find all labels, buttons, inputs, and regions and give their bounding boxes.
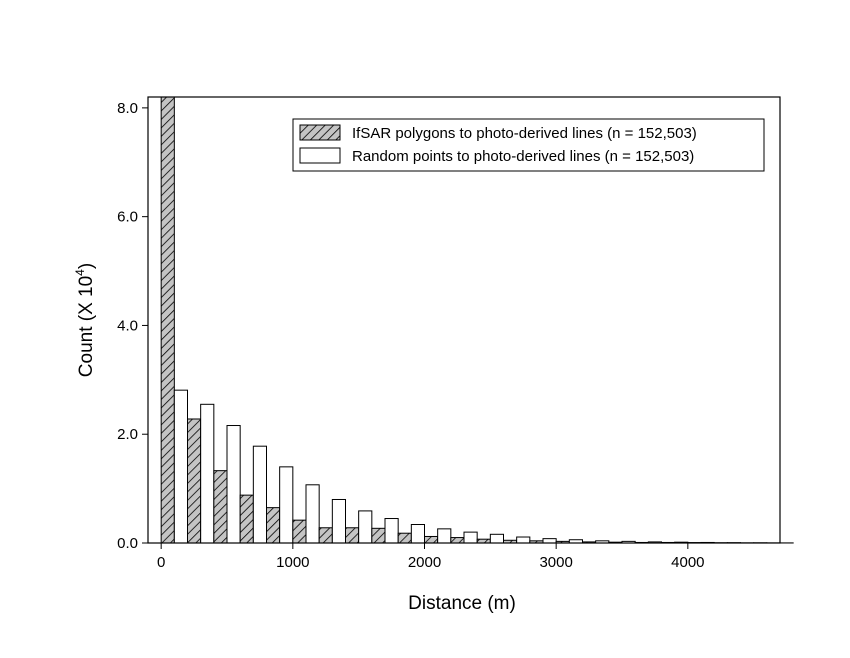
bar-ifsar [450, 537, 465, 544]
bar-random [200, 403, 215, 544]
bar-ifsar [345, 527, 360, 544]
y-tick-label: 2.0 [117, 426, 138, 443]
bar-random [226, 425, 241, 544]
bar-random [384, 518, 399, 544]
bars-group [160, 96, 794, 544]
bar-ifsar [292, 519, 307, 544]
y-axis-label-end: ) [76, 263, 97, 269]
bar-ifsar [318, 527, 333, 544]
bar-ifsar [397, 532, 412, 544]
bar-ifsar [424, 535, 439, 544]
bar-random [516, 536, 531, 544]
bar-ifsar [371, 527, 386, 544]
bar-random [305, 484, 320, 544]
bar-random [331, 498, 347, 544]
legend-label-ifsar: IfSAR polygons to photo-derived lines (n… [352, 125, 697, 142]
x-tick-label: 1000 [276, 554, 309, 571]
bar-random [173, 389, 188, 544]
bar-random [410, 524, 426, 544]
x-tick-label: 4000 [671, 554, 704, 571]
bar-random [252, 445, 267, 544]
y-axis-label: Count (X 104) [73, 263, 97, 377]
bar-random [437, 528, 452, 544]
legend-swatch-random [299, 147, 341, 164]
y-tick-label: 4.0 [117, 317, 138, 334]
x-axis-label: Distance (m) [408, 593, 516, 614]
bar-ifsar [187, 418, 202, 544]
bar-ifsar [266, 507, 281, 544]
y-tick-label: 6.0 [117, 209, 138, 226]
legend-label-random: Random points to photo-derived lines (n … [352, 148, 694, 165]
bar-random [358, 510, 373, 544]
x-tick-label: 0 [157, 554, 165, 571]
x-tick-label: 3000 [539, 554, 572, 571]
y-axis-label-sup: 4 [73, 269, 87, 276]
bar-ifsar [213, 470, 228, 544]
bar-random [489, 533, 505, 544]
x-tick-label: 2000 [408, 554, 441, 571]
bar-random [463, 531, 478, 544]
y-tick-label: 8.0 [117, 100, 138, 117]
bar-random [542, 538, 557, 544]
bar-ifsar [239, 494, 254, 544]
y-tick-label: 0.0 [117, 535, 138, 552]
legend-swatch-ifsar [299, 124, 341, 141]
legend: IfSAR polygons to photo-derived lines (n… [292, 118, 765, 172]
legend-box [292, 118, 765, 172]
bar-random [279, 466, 294, 544]
axes-group: 0 1000 2000 3000 4000 0.0 2.0 4.0 6.0 8.0 [117, 100, 704, 571]
y-axis-label-main: Count (X 10 [76, 276, 97, 377]
bar-ifsar [160, 96, 175, 544]
plot-frame [147, 96, 781, 544]
